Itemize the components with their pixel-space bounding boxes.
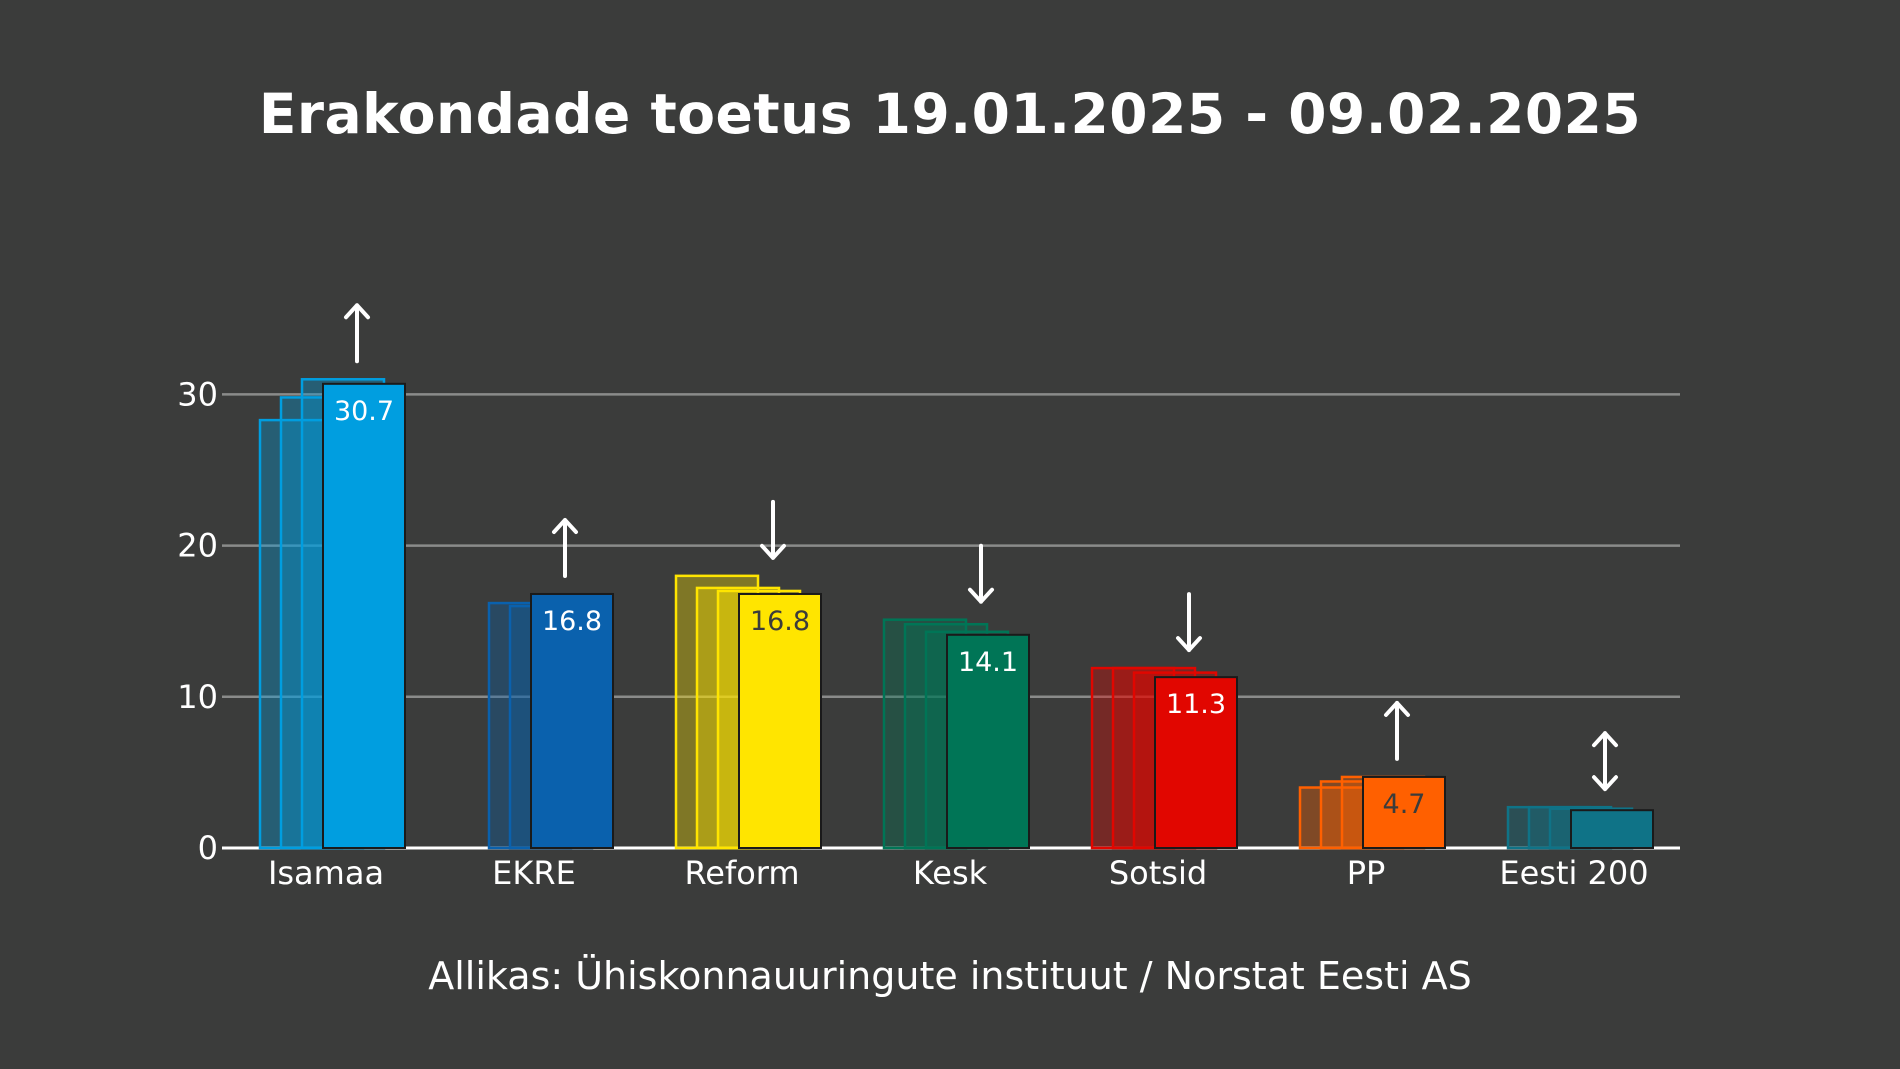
y-tick-label: 10: [177, 678, 218, 716]
bar-kesk: [946, 633, 1030, 849]
chart-title: Erakondade toetus 19.01.2025 - 09.02.202…: [258, 82, 1642, 146]
x-tick-label: Isamaa: [268, 854, 384, 892]
data-label: 11.3: [1166, 689, 1226, 720]
bar-reform: [738, 592, 822, 850]
arrow-up-icon: [1384, 700, 1410, 761]
x-tick-label: Kesk: [913, 854, 988, 892]
x-tick-label: Reform: [684, 854, 799, 892]
x-tick-label: Sotsid: [1109, 854, 1207, 892]
labels: 0 10 20 30 30.7 Isamaa 16.8 EKRE 16.8 Reform 14.1 K…: [177, 303, 1649, 892]
arrow-down-icon: [760, 499, 786, 560]
x-tick-label: Eesti 200: [1499, 854, 1648, 892]
bar-isamaa: [322, 382, 406, 849]
bar-pp: [1362, 775, 1446, 849]
bars: [258, 378, 1654, 850]
x-tick-label: EKRE: [492, 854, 576, 892]
arrow-up-icon: [344, 303, 370, 364]
y-tick-label: 20: [177, 527, 218, 565]
data-label: 16.8: [750, 606, 810, 637]
arrow-up-icon: [552, 517, 578, 578]
y-tick-label: 30: [177, 375, 218, 413]
arrow-updown-icon: [1592, 731, 1618, 792]
bar-ekre: [530, 592, 614, 850]
arrow-down-icon: [1176, 592, 1202, 653]
data-label: 14.1: [958, 647, 1018, 678]
chart-source: Allikas: Ühiskonnauuringute instituut / …: [428, 954, 1472, 998]
x-tick-label: PP: [1347, 854, 1386, 892]
data-label: 30.7: [334, 396, 394, 427]
bar-sotsid: [1154, 676, 1238, 849]
data-label: 16.8: [542, 606, 602, 637]
y-tick-label: 0: [198, 829, 218, 867]
bar-eesti-200: [1570, 809, 1654, 850]
data-label: 4.7: [1383, 789, 1426, 820]
arrow-down-icon: [968, 543, 994, 604]
